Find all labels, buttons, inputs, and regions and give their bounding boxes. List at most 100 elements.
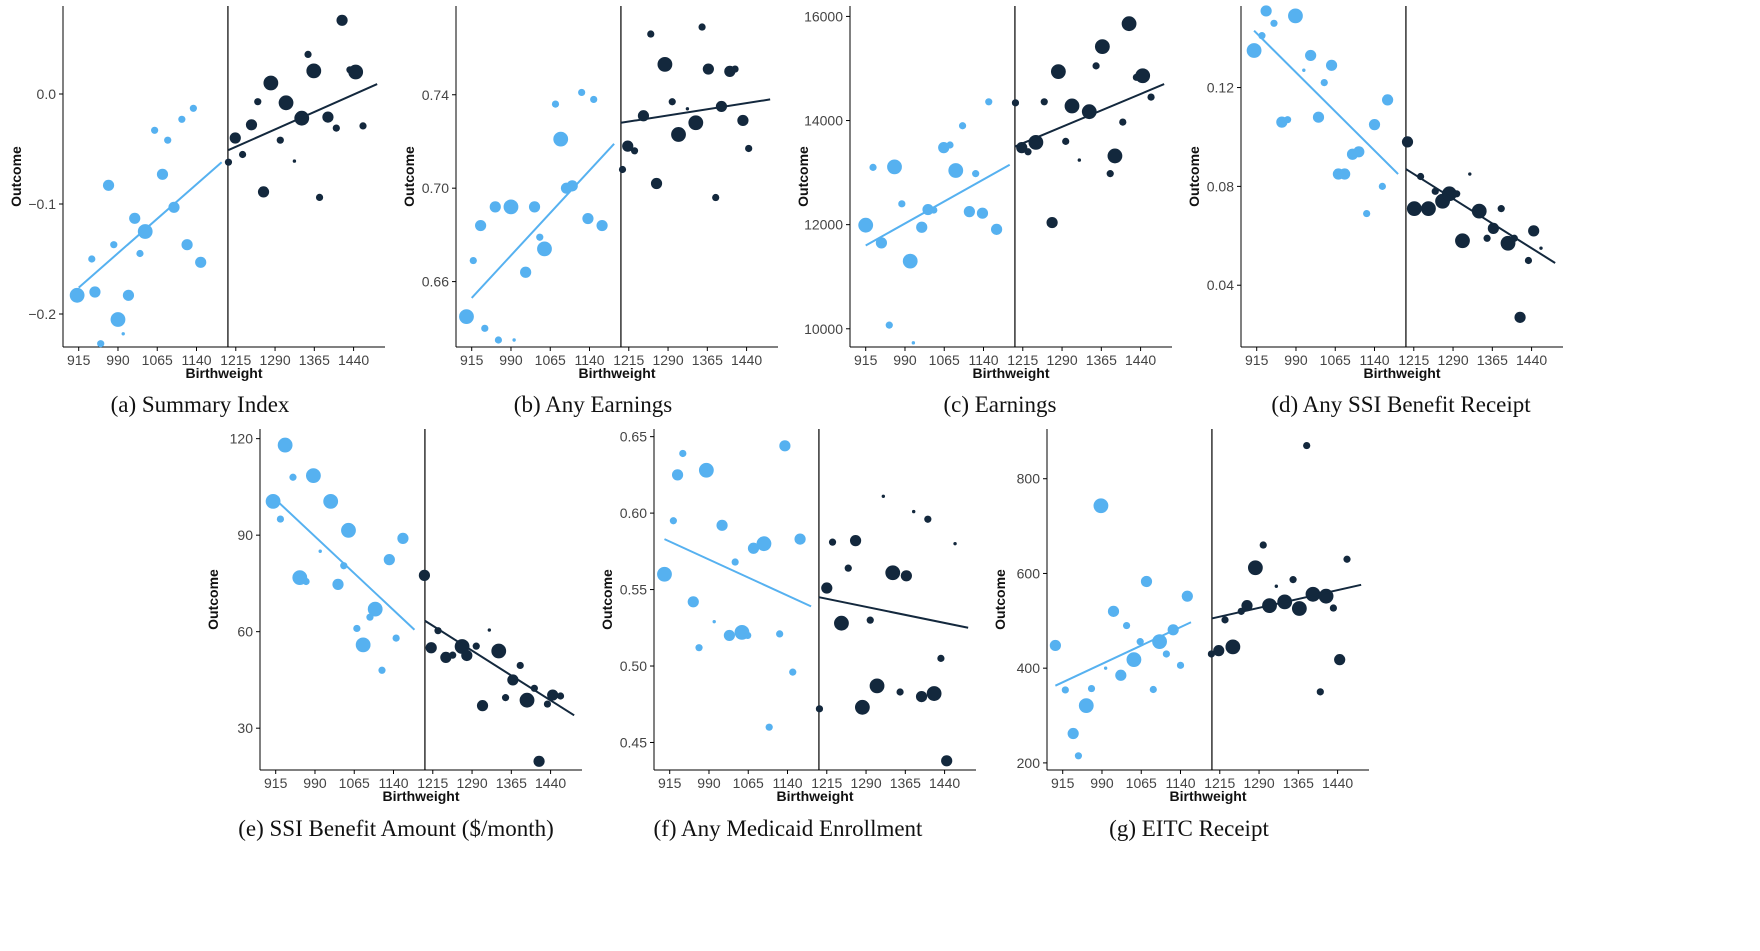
x-tick-label: 1290 <box>259 352 290 368</box>
point-below-cutoff <box>341 522 356 538</box>
point-below-cutoff <box>367 601 383 617</box>
x-tick-label: 1290 <box>1046 352 1077 368</box>
point-below-cutoff <box>1087 684 1096 693</box>
x-tick-label: 1065 <box>1320 352 1351 368</box>
point-below-cutoff <box>972 170 980 178</box>
point-below-cutoff <box>512 338 516 342</box>
caption-any-earnings: (b) Any Earnings <box>513 392 673 417</box>
point-above-cutoff <box>849 535 862 547</box>
point-below-cutoff <box>1363 209 1371 218</box>
y-tick-label: 600 <box>1017 565 1041 581</box>
y-tick-label: 400 <box>1017 660 1041 676</box>
point-above-cutoff <box>712 193 720 202</box>
fit-line-below-cutoff <box>1253 30 1399 175</box>
point-below-cutoff <box>89 286 101 298</box>
point-above-cutoff <box>1455 233 1470 249</box>
point-below-cutoff <box>1107 605 1120 617</box>
point-below-cutoff <box>723 629 735 642</box>
y-tick-label: −0.1 <box>28 196 56 212</box>
point-below-cutoff <box>1283 116 1292 124</box>
fit-line-above-cutoff <box>620 98 771 124</box>
point-below-cutoff <box>97 340 105 348</box>
caption-ssi-benefit-amount: (e) SSI Benefit Amount ($/month) <box>238 816 554 841</box>
point-below-cutoff <box>1093 498 1109 514</box>
point-below-cutoff <box>528 201 541 213</box>
point-below-cutoff <box>397 532 409 544</box>
point-below-cutoff <box>178 115 186 123</box>
point-below-cutoff <box>1140 575 1153 588</box>
fit-line-above-cutoff <box>1211 583 1362 620</box>
x-tick-label: 1440 <box>1322 775 1353 791</box>
point-below-cutoff <box>353 624 361 633</box>
point-above-cutoff <box>556 692 565 700</box>
point-below-cutoff <box>885 321 893 329</box>
point-below-cutoff <box>712 619 716 624</box>
x-tick-label: 1440 <box>929 775 960 791</box>
point-above-cutoff <box>304 50 312 59</box>
point-above-cutoff <box>245 119 258 131</box>
y-tick-label: 0.50 <box>620 658 647 674</box>
point-above-cutoff <box>737 114 749 127</box>
point-above-cutoff <box>618 165 627 174</box>
point-below-cutoff <box>392 634 400 642</box>
point-below-cutoff <box>794 533 806 545</box>
point-below-cutoff <box>779 440 791 452</box>
point-below-cutoff <box>1353 146 1365 158</box>
point-above-cutoff <box>815 705 824 713</box>
point-below-cutoff <box>946 141 954 149</box>
x-tick-label: 990 <box>1090 775 1114 791</box>
point-below-cutoff <box>276 515 285 523</box>
point-above-cutoff <box>1221 616 1229 624</box>
x-tick-label: 1140 <box>181 352 211 368</box>
point-below-cutoff <box>1325 59 1338 71</box>
chart-eitc-receipt: 915 990 1065 1140 1215 1290 1365 1440 800 600 400 2… <box>992 429 1369 804</box>
point-above-cutoff <box>937 654 945 662</box>
chart-summary-index: 915 990 1065 1140 1215 1290 1365 1440 0.0 −0.1 −0.… <box>8 6 385 381</box>
point-above-cutoff <box>1274 584 1279 588</box>
point-below-cutoff <box>318 549 322 553</box>
point-above-cutoff <box>1011 99 1020 107</box>
x-tick-label: 1290 <box>1437 352 1468 368</box>
point-above-cutoff <box>1259 541 1267 549</box>
point-below-cutoff <box>265 493 281 509</box>
point-above-cutoff <box>896 688 904 696</box>
point-below-cutoff <box>698 462 714 478</box>
point-below-cutoff <box>1074 752 1083 760</box>
point-below-cutoff <box>537 241 552 257</box>
point-above-cutoff <box>1064 98 1080 114</box>
panel-eitc-receipt: 915 990 1065 1140 1215 1290 1365 1440 800 600 400 2… <box>984 423 1424 851</box>
point-above-cutoff <box>1343 555 1351 563</box>
x-tick-label: 915 <box>1051 775 1075 791</box>
point-below-cutoff <box>776 630 784 638</box>
y-tick-label: 10000 <box>804 321 843 337</box>
x-axis-label: Birthweight <box>1170 788 1247 804</box>
x-tick-label: 1440 <box>338 352 369 368</box>
point-above-cutoff <box>685 107 690 111</box>
point-below-cutoff <box>110 312 126 327</box>
point-below-cutoff <box>332 578 344 590</box>
x-tick-label: 1065 <box>1126 775 1157 791</box>
point-below-cutoff <box>289 473 297 481</box>
point-above-cutoff <box>671 127 686 142</box>
point-below-cutoff <box>1181 590 1193 602</box>
point-above-cutoff <box>698 23 706 31</box>
point-below-cutoff <box>1067 727 1079 740</box>
x-tick-label: 1290 <box>652 352 683 368</box>
x-tick-label: 1365 <box>1086 352 1117 368</box>
point-below-cutoff <box>475 219 487 232</box>
point-below-cutoff <box>110 241 118 249</box>
point-above-cutoff <box>1305 586 1321 602</box>
x-tick-label: 1365 <box>1283 775 1314 791</box>
point-below-cutoff <box>1176 661 1185 669</box>
point-above-cutoff <box>278 95 294 111</box>
x-tick-label: 915 <box>460 352 484 368</box>
point-below-cutoff <box>963 206 975 218</box>
point-above-cutoff <box>1247 560 1263 576</box>
point-below-cutoff <box>869 163 877 171</box>
point-below-cutoff <box>1049 639 1061 652</box>
panel-any-medicaid: 915 990 1065 1140 1215 1290 1365 1440 0.65 0.60 0.… <box>591 423 1031 851</box>
panel-earnings: 915 990 1065 1140 1215 1290 1365 1440 16000 14000… <box>787 0 1227 425</box>
point-above-cutoff <box>472 642 480 650</box>
point-below-cutoff <box>553 131 569 147</box>
x-tick-label: 1065 <box>142 352 173 368</box>
